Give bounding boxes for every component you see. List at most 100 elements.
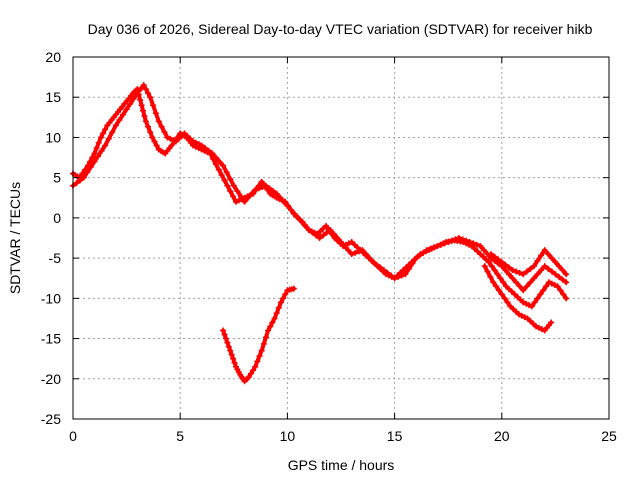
data-point bbox=[91, 158, 98, 165]
series-track-secondary bbox=[70, 82, 570, 294]
data-point bbox=[150, 102, 157, 109]
chart-title: Day 036 of 2026, Sidereal Day-to-day VTE… bbox=[88, 21, 593, 37]
data-point bbox=[258, 347, 265, 354]
data-point bbox=[363, 251, 370, 258]
data-point bbox=[248, 190, 255, 197]
data-point bbox=[309, 229, 316, 236]
data-point bbox=[420, 249, 427, 256]
data-point bbox=[545, 265, 552, 272]
data-point bbox=[341, 243, 348, 250]
data-point bbox=[481, 263, 488, 270]
data-point bbox=[504, 299, 511, 306]
data-point bbox=[520, 271, 527, 278]
data-point bbox=[161, 129, 168, 136]
data-point bbox=[484, 268, 491, 275]
x-tick-label: 25 bbox=[601, 428, 617, 444]
data-point bbox=[405, 265, 412, 272]
data-point bbox=[423, 247, 430, 254]
x-axis-label: GPS time / hours bbox=[288, 457, 395, 473]
data-point bbox=[141, 112, 148, 119]
data-point bbox=[225, 343, 232, 350]
data-point bbox=[395, 273, 402, 280]
data-point bbox=[312, 232, 319, 239]
data-point bbox=[224, 339, 231, 346]
data-point bbox=[149, 134, 156, 141]
data-point bbox=[222, 335, 229, 342]
data-point bbox=[527, 265, 534, 272]
data-point bbox=[528, 303, 535, 310]
y-axis-label: SDTVAR / TECUs bbox=[7, 182, 23, 294]
data-point bbox=[252, 363, 259, 370]
data-point bbox=[559, 276, 566, 283]
data-point bbox=[498, 259, 505, 266]
data-point bbox=[455, 235, 462, 241]
tick-layer: 0 5 10 15 20 25 -25 -20 -15 -10 -5 0 5 10 15 20 bbox=[41, 49, 617, 444]
data-point bbox=[221, 177, 228, 184]
data-point bbox=[138, 102, 145, 109]
data-point bbox=[495, 256, 502, 263]
data-point bbox=[509, 267, 516, 274]
data-point bbox=[151, 138, 158, 145]
y-tick-label: -10 bbox=[41, 290, 61, 306]
data-point bbox=[523, 283, 530, 290]
data-point bbox=[267, 323, 274, 330]
data-point bbox=[516, 283, 523, 290]
data-point bbox=[563, 271, 570, 278]
data-point bbox=[327, 226, 334, 233]
data-point bbox=[231, 359, 238, 366]
data-point bbox=[145, 123, 152, 130]
data-point bbox=[230, 182, 237, 189]
data-point bbox=[256, 352, 263, 359]
data-point bbox=[255, 185, 262, 192]
data-point bbox=[102, 126, 109, 133]
data-point bbox=[398, 272, 405, 279]
data-point bbox=[218, 171, 225, 178]
data-point bbox=[260, 340, 267, 347]
x-tick-label: 5 bbox=[176, 428, 184, 444]
data-point bbox=[338, 239, 344, 246]
y-tick-label: 15 bbox=[45, 89, 61, 105]
data-point bbox=[102, 142, 109, 149]
data-point bbox=[473, 241, 480, 248]
data-point bbox=[127, 100, 134, 107]
data-point bbox=[488, 263, 495, 270]
data-point bbox=[198, 142, 205, 149]
data-point bbox=[247, 370, 254, 377]
y-tick-label: 20 bbox=[45, 49, 61, 65]
data-point bbox=[230, 355, 237, 362]
data-point bbox=[463, 237, 470, 244]
data-point bbox=[402, 271, 409, 278]
data-point bbox=[259, 184, 266, 191]
data-point bbox=[377, 264, 384, 271]
data-point bbox=[409, 260, 416, 267]
data-point bbox=[359, 247, 366, 254]
data-point bbox=[322, 222, 329, 229]
data-point bbox=[559, 267, 566, 274]
data-point bbox=[513, 279, 520, 286]
data-point bbox=[220, 162, 227, 169]
data-point bbox=[137, 96, 144, 103]
data-point bbox=[320, 232, 327, 239]
data-point bbox=[434, 243, 441, 250]
data-point bbox=[112, 122, 119, 129]
data-point bbox=[466, 239, 473, 246]
data-point bbox=[245, 194, 252, 201]
data-point bbox=[93, 145, 100, 152]
data-point bbox=[295, 214, 302, 221]
data-point bbox=[413, 255, 420, 262]
data-point bbox=[523, 268, 530, 275]
data-point bbox=[366, 255, 373, 262]
data-point bbox=[109, 129, 116, 136]
data-point bbox=[269, 319, 276, 326]
data-point bbox=[95, 153, 102, 160]
data-point bbox=[155, 118, 162, 125]
series-track-dip bbox=[220, 285, 297, 385]
data-point bbox=[140, 82, 147, 89]
data-point bbox=[530, 263, 537, 270]
data-point bbox=[142, 118, 149, 125]
data-point bbox=[212, 161, 219, 168]
data-point bbox=[277, 194, 284, 201]
data-point bbox=[98, 147, 105, 154]
data-point bbox=[230, 193, 237, 200]
data-point bbox=[271, 315, 278, 322]
